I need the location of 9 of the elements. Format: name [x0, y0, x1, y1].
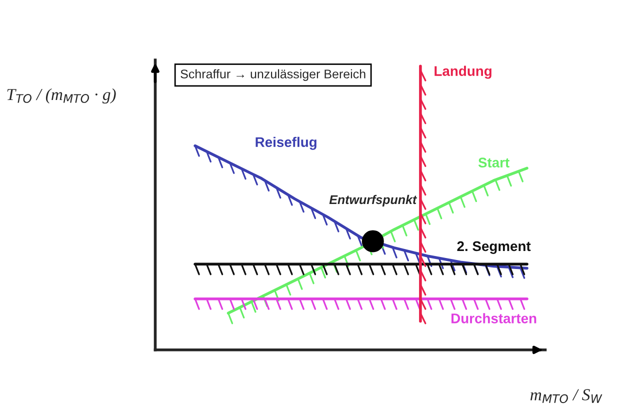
text: Schraffur → unzulässiger Bereich [180, 69, 366, 81]
y-axis-title: T$_{TO}$ / (m$_{MTO}$ · g) [7, 88, 116, 104]
text: Landung [434, 66, 492, 79]
x-axis-title: m$_{MTO}$ / S$_{W}$ [530, 389, 602, 404]
series-label: Start [478, 158, 510, 168]
series-label: 2. Segment [457, 241, 531, 254]
annotation: Entwurfspunkt [329, 194, 418, 207]
series-label: Durchstarten [452, 313, 536, 324]
series-label: Reiseflug [256, 136, 316, 150]
